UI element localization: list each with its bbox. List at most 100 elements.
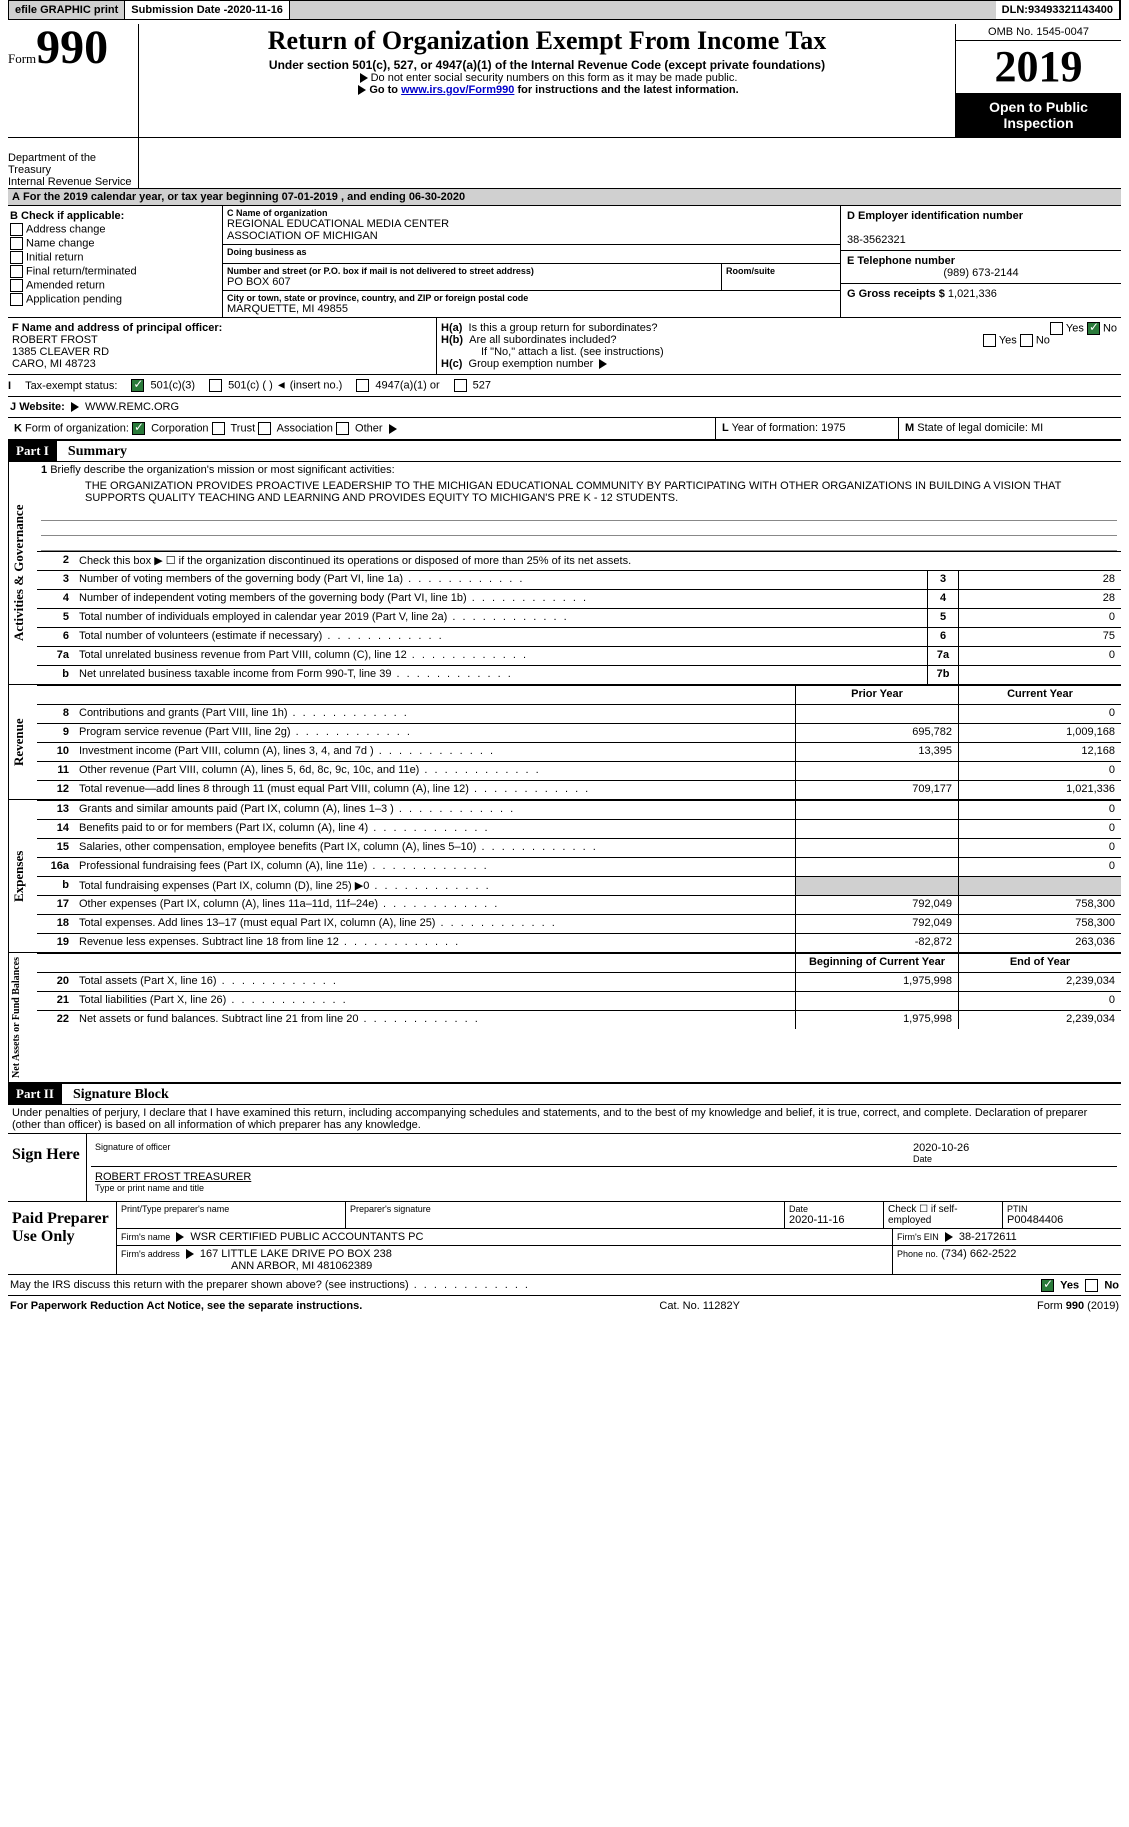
period-row: A For the 2019 calendar year, or tax yea…: [8, 188, 1121, 206]
chk-trust[interactable]: [212, 422, 225, 435]
chk-address[interactable]: Address change: [10, 223, 220, 236]
room-lbl: Room/suite: [726, 266, 836, 276]
hb-no[interactable]: [1020, 334, 1033, 347]
hdr-beg: Beginning of Current Year: [795, 954, 958, 972]
open2: Inspection: [958, 115, 1119, 131]
i-lbl: I: [8, 380, 11, 392]
j-txt: Website:: [19, 401, 65, 413]
chk-4947[interactable]: [356, 379, 369, 392]
sub-lbl: Submission Date -: [131, 4, 227, 16]
line-10: 10Investment income (Part VIII, column (…: [37, 742, 1121, 761]
gov-body: 1 Briefly describe the organization's mi…: [37, 462, 1121, 684]
ha-yes[interactable]: [1050, 322, 1063, 335]
gov-line-6: 6Total number of volunteers (estimate if…: [37, 627, 1121, 646]
city-box: City or town, state or province, country…: [223, 291, 840, 317]
dln: DLN: 93493321143400: [996, 1, 1120, 19]
form-number: Form990: [8, 24, 139, 137]
exp-body: 13Grants and similar amounts paid (Part …: [37, 800, 1121, 952]
na-section: Net Assets or Fund Balances Beginning of…: [8, 953, 1121, 1083]
sub-date: 2020-11-16: [227, 4, 283, 16]
na-body: Beginning of Current Year End of Year 20…: [37, 953, 1121, 1082]
hdr-prior: Prior Year: [795, 686, 958, 704]
addr-val: PO BOX 607: [227, 276, 717, 288]
line2: 2Check this box ▶ ☐ if the organization …: [37, 551, 1121, 570]
submission-date: Submission Date - 2020-11-16: [125, 1, 290, 19]
org-name2: ASSOCIATION OF MICHIGAN: [227, 230, 836, 242]
note1: Do not enter social security numbers on …: [143, 72, 951, 84]
hb-yes[interactable]: [983, 334, 996, 347]
prep-row2: Firm's name WSR CERTIFIED PUBLIC ACCOUNT…: [117, 1229, 1121, 1246]
c-lbl: C Name of organization: [227, 208, 836, 218]
officer-box: F Name and address of principal officer:…: [8, 318, 437, 374]
efile-btn[interactable]: efile GRAPHIC print: [9, 1, 125, 19]
chk-initial[interactable]: Initial return: [10, 251, 220, 264]
chk-final[interactable]: Final return/terminated: [10, 265, 220, 278]
dept-spacer: [139, 138, 1121, 188]
prep-row3: Firm's address 167 LITTLE LAKE DRIVE PO …: [117, 1246, 1121, 1274]
rev-body: Prior Year Current Year 8Contributions a…: [37, 685, 1121, 799]
dln-lbl: DLN:: [1002, 4, 1028, 16]
hb-row: H(b) Are all subordinates included? Yes …: [441, 334, 1117, 346]
footer-r: Form 990 (2019): [1037, 1300, 1119, 1312]
note2a: Go to: [369, 84, 401, 96]
dba-lbl: Doing business as: [227, 247, 836, 257]
ein-box: D Employer identification number 38-3562…: [841, 206, 1121, 251]
period-d1: 07-01-2019: [282, 191, 338, 203]
name-lbl: Type or print name and title: [95, 1183, 251, 1193]
period-txt: For the 2019 calendar year, or tax year …: [23, 191, 282, 203]
gross-box: G Gross receipts $ 1,021,336: [841, 284, 1121, 304]
hdr-end: End of Year: [958, 954, 1121, 972]
city-lbl: City or town, state or province, country…: [227, 293, 836, 303]
chk-501c[interactable]: [209, 379, 222, 392]
line-18: 18Total expenses. Add lines 13–17 (must …: [37, 914, 1121, 933]
chk-other[interactable]: [336, 422, 349, 435]
d-lbl: D Employer identification number: [847, 210, 1023, 222]
line-13: 13Grants and similar amounts paid (Part …: [37, 800, 1121, 819]
line-19: 19Revenue less expenses. Subtract line 1…: [37, 933, 1121, 952]
g-lbl: G Gross receipts $: [847, 288, 948, 300]
triangle-icon: [358, 85, 366, 95]
dept: Department of the Treasury Internal Reve…: [8, 138, 139, 188]
k-box: K Form of organization: Corporation Trus…: [8, 418, 716, 439]
footer: For Paperwork Reduction Act Notice, see …: [8, 1296, 1121, 1316]
form-big: 990: [36, 21, 108, 74]
part2-hdr: Part II: [8, 1084, 62, 1104]
exp-label: Expenses: [8, 800, 37, 952]
discuss-no[interactable]: [1085, 1279, 1098, 1292]
chk-501c3[interactable]: [131, 379, 144, 392]
line-8: 8Contributions and grants (Part VIII, li…: [37, 704, 1121, 723]
chk-name[interactable]: Name change: [10, 237, 220, 250]
chk-527[interactable]: [454, 379, 467, 392]
officer-name-title: ROBERT FROST TREASURER: [95, 1171, 251, 1183]
col-right: D Employer identification number 38-3562…: [840, 206, 1121, 317]
klm-row: K Form of organization: Corporation Trus…: [8, 418, 1121, 440]
self-emp-chk[interactable]: Check ☐ if self-employed: [884, 1202, 1003, 1228]
chk-assoc[interactable]: [258, 422, 271, 435]
line-15: 15Salaries, other compensation, employee…: [37, 838, 1121, 857]
discuss-txt: May the IRS discuss this return with the…: [10, 1279, 530, 1291]
dept1: Department of the: [8, 152, 138, 164]
irs-link[interactable]: www.irs.gov/Form990: [401, 84, 514, 96]
dept3: Internal Revenue Service: [8, 176, 138, 188]
line-14: 14Benefits paid to or for members (Part …: [37, 819, 1121, 838]
ha-no[interactable]: [1087, 322, 1100, 335]
form-subtitle: Under section 501(c), 527, or 4947(a)(1)…: [143, 58, 951, 72]
ha-row: H(a) Is this a group return for subordin…: [441, 322, 1117, 334]
gov-section: Activities & Governance 1 Briefly descri…: [8, 462, 1121, 685]
note1-txt: Do not enter social security numbers on …: [371, 72, 738, 84]
discuss-yes[interactable]: [1041, 1279, 1054, 1292]
hdr-curr: Current Year: [958, 686, 1121, 704]
year-box: OMB No. 1545-0047 2019 Open to Public In…: [955, 24, 1121, 137]
declaration: Under penalties of perjury, I declare th…: [8, 1105, 1121, 1134]
chk-corp[interactable]: [132, 422, 145, 435]
rule: [41, 521, 1117, 536]
prep-row1: Print/Type preparer's name Preparer's si…: [117, 1202, 1121, 1229]
ein-val: 38-3562321: [847, 234, 906, 246]
e-lbl: E Telephone number: [847, 255, 955, 267]
rev-section: Revenue Prior Year Current Year 8Contrib…: [8, 685, 1121, 800]
chk-pending[interactable]: Application pending: [10, 293, 220, 306]
note2b: for instructions and the latest informat…: [514, 84, 738, 96]
part2-bar: Part II Signature Block: [8, 1083, 1121, 1105]
gov-line-4: 4Number of independent voting members of…: [37, 589, 1121, 608]
chk-amended[interactable]: Amended return: [10, 279, 220, 292]
